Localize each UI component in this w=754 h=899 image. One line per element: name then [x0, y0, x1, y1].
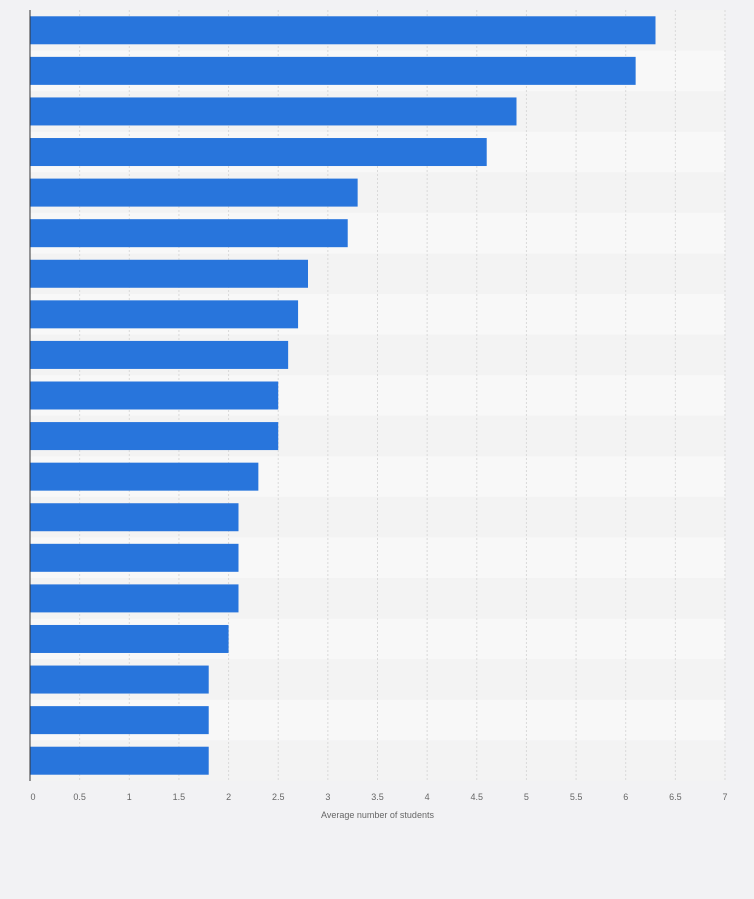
x-tick-label: 4 — [425, 792, 430, 802]
x-tick-label: 5 — [524, 792, 529, 802]
x-tick-label: 1.5 — [173, 792, 186, 802]
bar — [30, 16, 656, 45]
x-axis-title: Average number of students — [321, 810, 434, 820]
x-tick-label: 3 — [325, 792, 330, 802]
x-tick-label: 5.5 — [570, 792, 583, 802]
x-tick-label: 3.5 — [371, 792, 384, 802]
bar — [30, 178, 358, 207]
x-tick-label: 0.5 — [73, 792, 86, 802]
bar — [30, 706, 209, 735]
bar — [30, 584, 239, 613]
bar — [30, 219, 348, 248]
bar — [30, 138, 487, 167]
bar — [30, 624, 229, 653]
x-tick-label: 0 — [30, 792, 35, 802]
bar — [30, 259, 308, 288]
x-tick-label: 6.5 — [669, 792, 682, 802]
bars — [30, 16, 656, 775]
bar — [30, 503, 239, 532]
bar — [30, 381, 279, 410]
bar — [30, 300, 299, 329]
x-axis-ticks: 0 0.5 1 1.5 2 2.5 3 3.5 4 4.5 5 5.5 6 6.5 7 — [30, 792, 727, 802]
bar — [30, 422, 279, 451]
x-tick-label: 2 — [226, 792, 231, 802]
x-tick-label: 2.5 — [272, 792, 285, 802]
bar — [30, 543, 239, 572]
bar — [30, 97, 517, 126]
x-tick-label: 6 — [623, 792, 628, 802]
bar — [30, 340, 289, 369]
bar — [30, 56, 636, 85]
x-tick-label: 1 — [127, 792, 132, 802]
bar — [30, 746, 209, 775]
bar — [30, 462, 259, 491]
x-tick-label: 4.5 — [471, 792, 484, 802]
x-tick-label: 7 — [722, 792, 727, 802]
bar — [30, 665, 209, 694]
